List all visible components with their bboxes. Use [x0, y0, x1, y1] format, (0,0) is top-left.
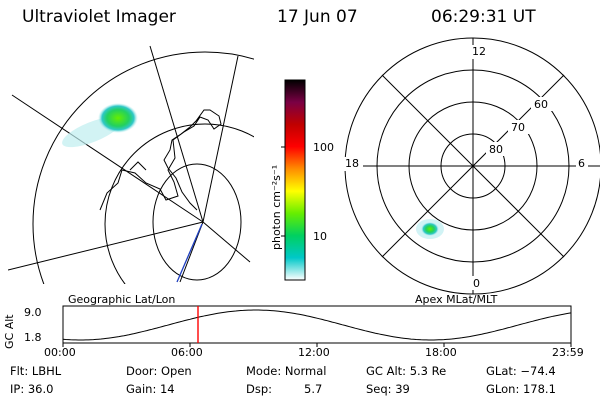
time-tick-0000: 00:00	[44, 346, 76, 359]
dsp-value: 5.7	[304, 382, 323, 396]
meridian-line	[202, 221, 251, 263]
aurora-blob-apex	[416, 219, 444, 239]
latitude-ring	[32, 51, 254, 284]
mlt-label-noon: 12	[472, 45, 486, 58]
meridian-line	[11, 94, 204, 223]
orbit-axis-label: GC Alt	[3, 314, 16, 349]
ip-readout: IP: 36.0	[10, 382, 54, 396]
door-readout: Door: Open	[126, 364, 192, 378]
mlt-label-dawn: 6	[578, 157, 585, 170]
mlat-label-80: 80	[489, 143, 503, 156]
mlt-label-dusk: 18	[345, 157, 359, 170]
latitude-ring	[152, 163, 242, 281]
time-tick-1200: 12:00	[298, 346, 330, 359]
time-label: 06:29:31 UT	[431, 7, 536, 27]
geographic-panel-label: Geographic Lat/Lon	[68, 293, 176, 306]
mlat-label-70: 70	[511, 121, 525, 134]
mlt-label-midnight: 0	[473, 277, 480, 290]
orbit-y-max: 9.0	[24, 306, 42, 319]
filter-readout: Flt: LBHL	[10, 364, 62, 378]
gain-readout: Gain: 14	[126, 382, 175, 396]
gc-alt-readout: GC Alt: 5.3 Re	[366, 364, 447, 378]
apex-polar-plot	[344, 37, 600, 295]
colorbar-unit-label: photon cm⁻²s⁻¹	[270, 164, 283, 250]
latitude-ring	[104, 123, 254, 284]
glon-readout: GLon: 178.1	[486, 382, 556, 396]
glat-readout: GLat: −74.4	[486, 364, 556, 378]
ground-track	[176, 223, 203, 283]
orbit-altitude-plot	[62, 305, 572, 347]
time-tick-0600: 06:00	[171, 346, 203, 359]
colorbar-tick-10: 10	[313, 230, 327, 243]
aurora-blob-geographic	[62, 103, 138, 148]
coastline	[99, 109, 222, 211]
seq-readout: Seq: 39	[366, 382, 410, 396]
dsp-label: Dsp:	[246, 382, 273, 396]
mlat-label-60: 60	[534, 98, 548, 111]
time-tick-2359: 23:59	[552, 346, 584, 359]
orbit-y-min: 1.8	[24, 331, 42, 344]
colorbar-tick-100: 100	[313, 141, 334, 154]
meridian-line	[8, 221, 204, 271]
apex-panel-label: Apex MLat/MLT	[415, 293, 498, 306]
coastline	[129, 161, 147, 171]
time-tick-1800: 18:00	[425, 346, 457, 359]
mode-readout: Mode: Normal	[246, 364, 327, 378]
meridian-line	[202, 55, 239, 223]
colorbar	[281, 79, 306, 281]
date-label: 17 Jun 07	[277, 7, 358, 27]
meridian-line	[149, 45, 204, 223]
instrument-title: Ultraviolet Imager	[22, 7, 176, 27]
